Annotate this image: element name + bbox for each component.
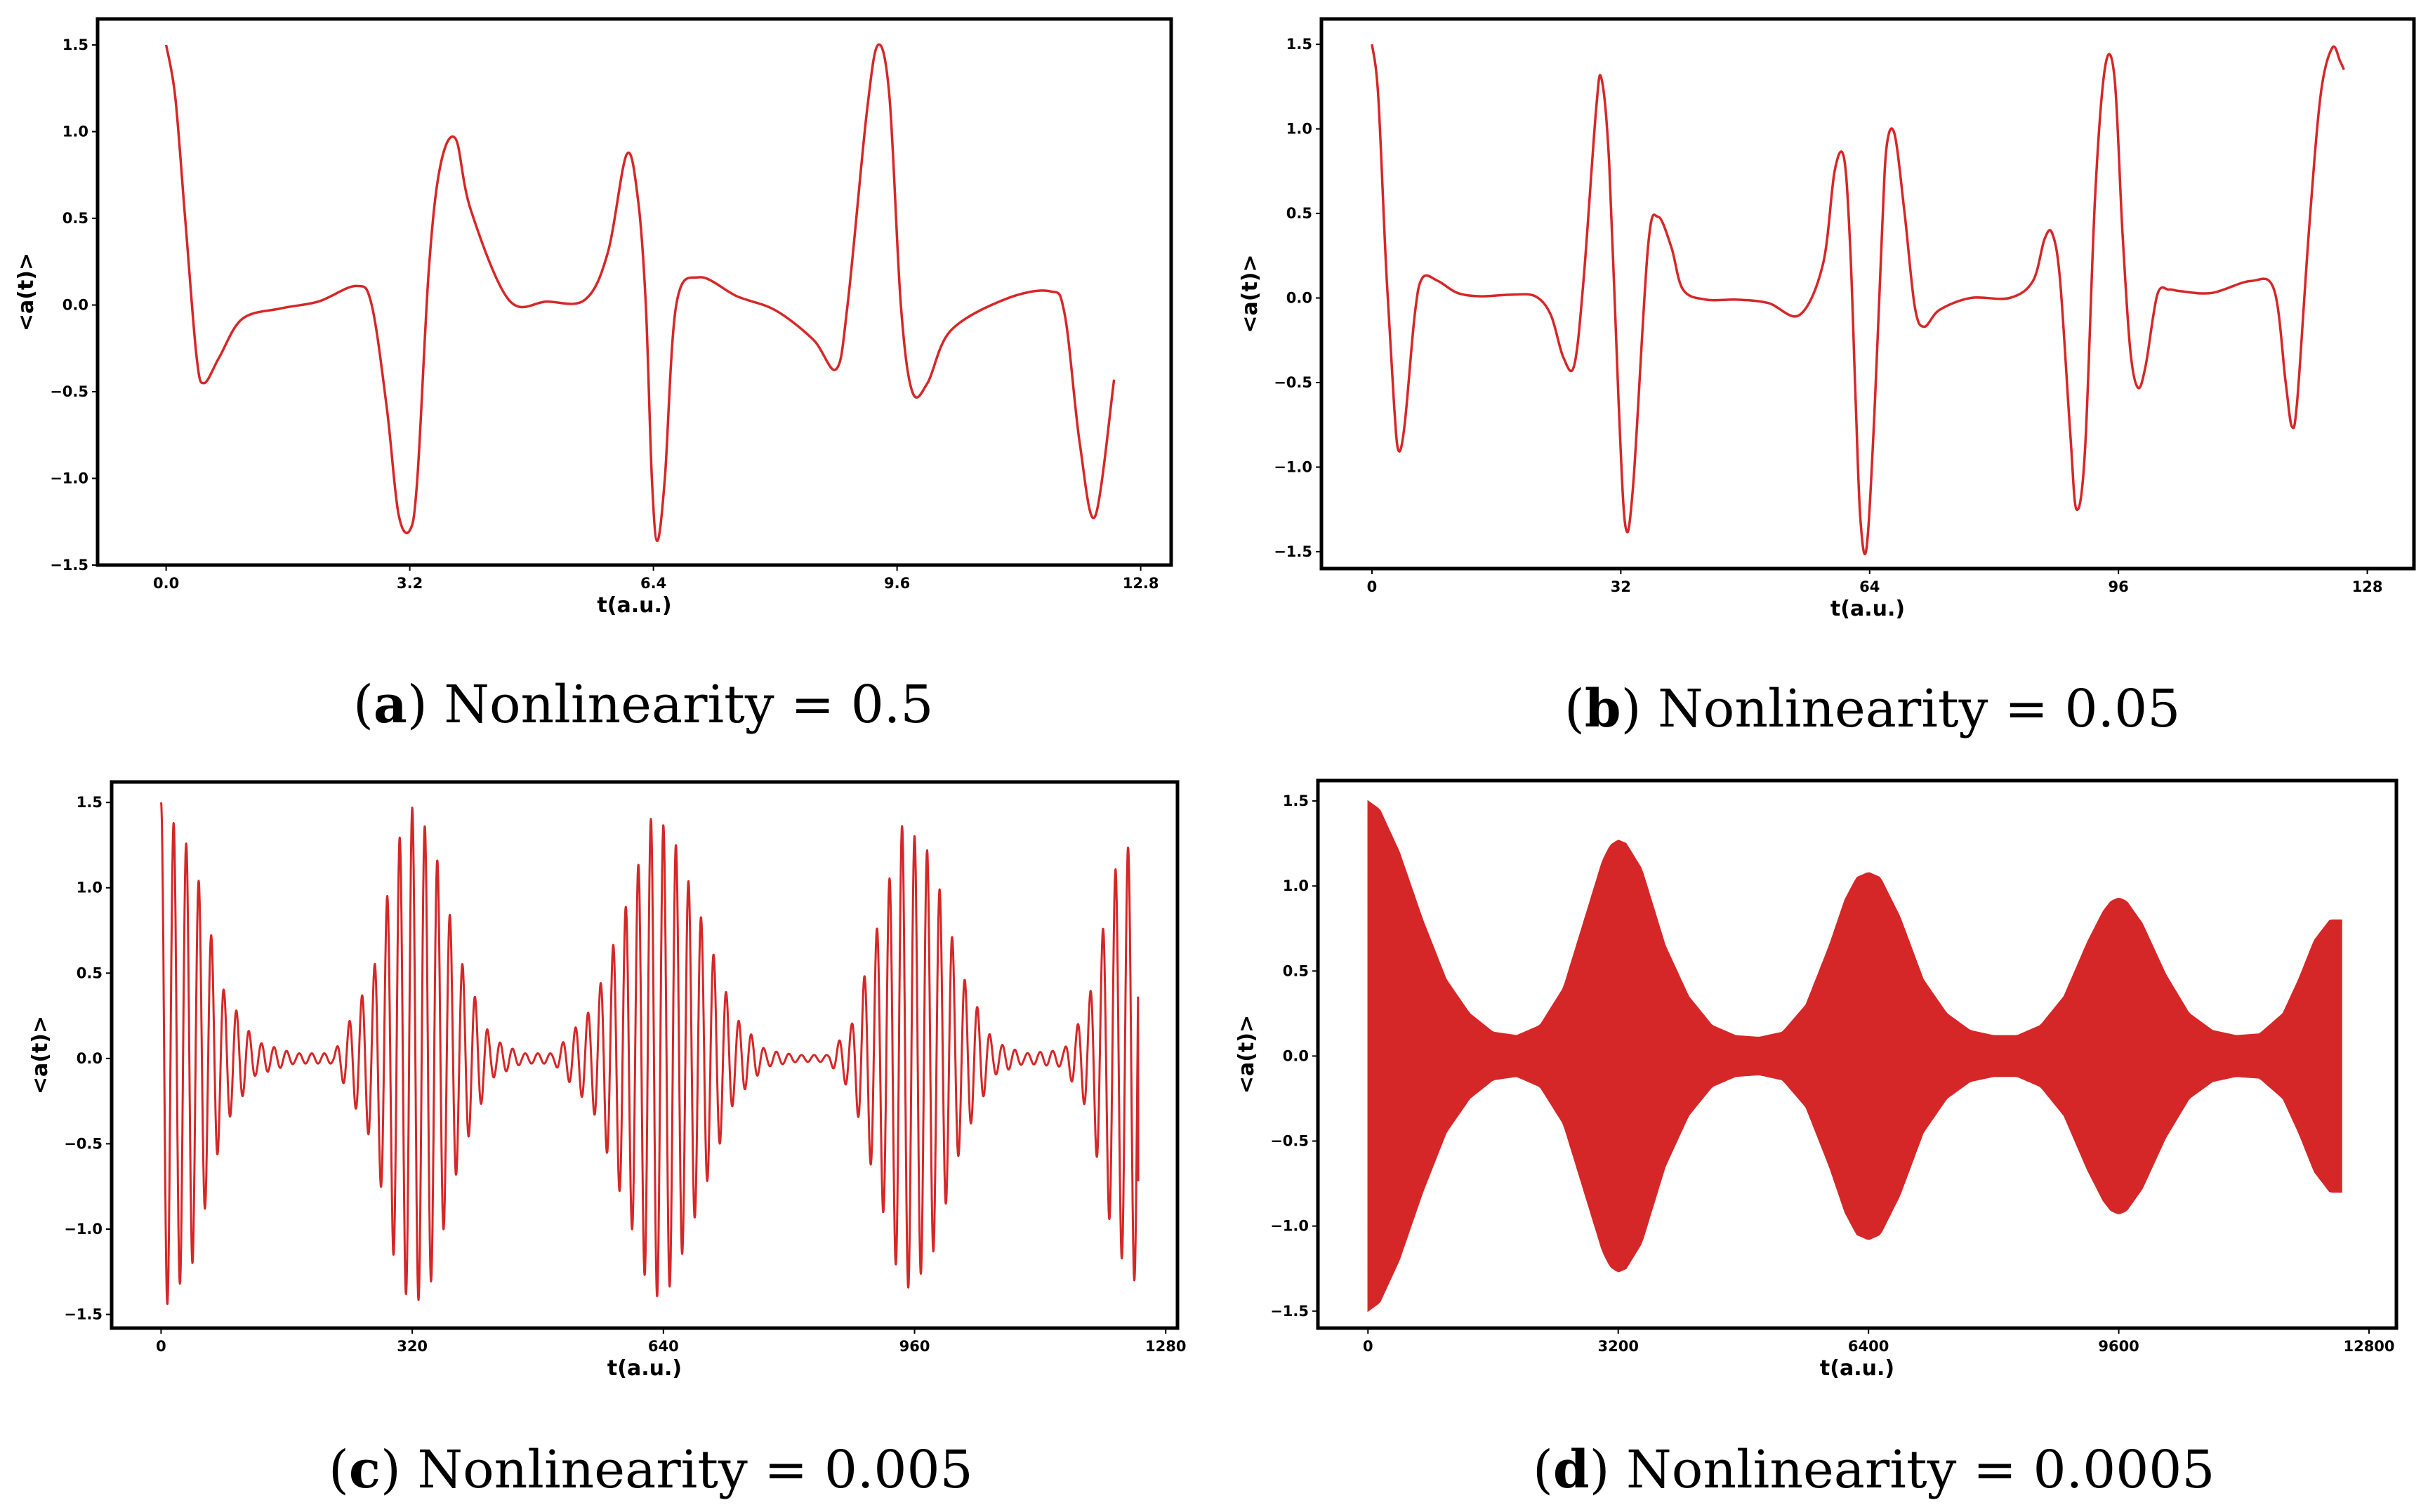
- y-tick-label: 1.0: [62, 124, 88, 140]
- y-tick-label: −1.5: [1270, 1303, 1309, 1320]
- x-axis-label: t(a.u.): [607, 1356, 682, 1381]
- y-tick-label: −1.0: [50, 470, 88, 487]
- y-tick-label: 0.0: [77, 1050, 103, 1067]
- x-tick-label: 0: [1367, 578, 1378, 595]
- x-tick-label: 960: [899, 1338, 930, 1355]
- series-b: [1371, 44, 2345, 555]
- y-tick-label: 1.0: [77, 880, 103, 896]
- caption-a: (a) Nonlinearity = 0.5: [353, 675, 934, 735]
- y-tick-label: 0.5: [1283, 962, 1309, 979]
- x-axis-label: t(a.u.): [597, 593, 671, 618]
- y-tick-label: −0.5: [50, 383, 88, 400]
- x-tick-label: 0: [156, 1338, 166, 1355]
- panel-a: −1.5 −1.0 −0.5 0.0 0.5 1.0 1.5 0.0 3.2 6.4 9.6 12.8…: [0, 0, 1208, 632]
- y-tick-label: 1.5: [1283, 793, 1309, 809]
- y-tick-label: 1.0: [1286, 121, 1312, 138]
- y-tick-label: 1.5: [1286, 36, 1312, 53]
- plot-frame: [1316, 778, 2399, 1330]
- x-tick-label: 640: [648, 1338, 679, 1355]
- x-tick-label: 3200: [1597, 1338, 1638, 1355]
- x-tick-label: 128: [2352, 578, 2383, 595]
- x-tick-label: 32: [1611, 578, 1631, 595]
- x-tick-label: 0.0: [153, 575, 179, 592]
- y-tick-label: −0.5: [64, 1135, 103, 1152]
- y-tick-label: 1.0: [1283, 877, 1309, 894]
- y-tick-label: −1.0: [64, 1221, 103, 1238]
- series-line: [1371, 44, 2345, 555]
- x-tick-label: 12.8: [1123, 575, 1159, 592]
- y-tick-label: 0.5: [1286, 205, 1312, 222]
- x-tick-label: 1280: [1145, 1338, 1186, 1355]
- chart-d: −1.5 −1.0 −0.5 0.0 0.5 1.0 1.5 0 3200 6400 9600 128…: [1234, 778, 2399, 1381]
- y-tick-label: −1.0: [1274, 458, 1312, 475]
- x-tick-label: 0: [1363, 1338, 1373, 1355]
- plot-frame: [110, 780, 1180, 1330]
- y-axis-label: <a(t)>: [28, 1016, 53, 1094]
- x-tick-label: 64: [1859, 578, 1880, 595]
- y-tick-label: 1.5: [62, 37, 88, 53]
- y-tick-label: 0.0: [1283, 1047, 1309, 1064]
- x-tick-label: 320: [397, 1338, 428, 1355]
- chart-a: −1.5 −1.0 −0.5 0.0 0.5 1.0 1.5 0.0 3.2 6.4 9.6 12.8…: [14, 17, 1173, 618]
- plot-frame: [95, 17, 1173, 567]
- panel-d: −1.5 −1.0 −0.5 0.0 0.5 1.0 1.5 0 3200 6400 9600 128…: [1222, 758, 2428, 1390]
- x-axis-label: t(a.u.): [1830, 597, 1905, 621]
- y-tick-label: 1.5: [77, 794, 103, 811]
- x-tick-label: 9600: [2098, 1338, 2139, 1355]
- series-d: [1367, 800, 2342, 1313]
- panel-b: −1.5 −1.0 −0.5 0.0 0.5 1.0 1.5 0 32 64 96 128 t(a.u.…: [1222, 0, 2428, 632]
- series-line: [164, 43, 1116, 543]
- caption-b: (b) Nonlinearity = 0.05: [1564, 679, 2181, 739]
- y-tick-label: 0.0: [62, 297, 88, 314]
- series-c: [159, 802, 1140, 1306]
- y-tick-label: 0.0: [1286, 290, 1312, 307]
- caption-d: (d) Nonlinearity = 0.0005: [1533, 1440, 2215, 1500]
- chart-c: −1.5 −1.0 −0.5 0.0 0.5 1.0 1.5 0 320 640 960 1280 t(…: [28, 780, 1186, 1381]
- y-tick-label: −1.5: [50, 557, 88, 573]
- y-tick-label: 0.5: [62, 210, 88, 227]
- panel-c: −1.5 −1.0 −0.5 0.0 0.5 1.0 1.5 0 320 640 960 1280 t(…: [0, 758, 1208, 1390]
- y-axis-label: <a(t)>: [14, 253, 39, 331]
- y-axis-label: <a(t)>: [1238, 254, 1262, 333]
- x-tick-label: 9.6: [884, 575, 910, 592]
- y-axis-label: <a(t)>: [1234, 1015, 1259, 1094]
- series-band: [1367, 800, 2342, 1313]
- y-tick-label: −0.5: [1270, 1133, 1309, 1150]
- plot-frame: [1319, 17, 2416, 571]
- caption-c: (c) Nonlinearity = 0.005: [329, 1440, 973, 1500]
- x-tick-label: 6.4: [640, 575, 666, 592]
- y-tick-label: −1.0: [1270, 1218, 1309, 1235]
- x-tick-label: 96: [2109, 578, 2129, 595]
- y-tick-label: 0.5: [77, 964, 103, 981]
- x-axis-label: t(a.u.): [1820, 1356, 1894, 1381]
- series-line: [159, 802, 1140, 1306]
- series-a: [164, 43, 1116, 543]
- x-tick-label: 3.2: [397, 575, 423, 592]
- x-tick-label: 12800: [2343, 1338, 2394, 1355]
- y-tick-label: −0.5: [1274, 374, 1312, 391]
- chart-b: −1.5 −1.0 −0.5 0.0 0.5 1.0 1.5 0 32 64 96 128 t(a.u.…: [1238, 17, 2416, 621]
- x-tick-label: 6400: [1848, 1338, 1889, 1355]
- y-tick-label: −1.5: [1274, 543, 1312, 560]
- y-tick-label: −1.5: [64, 1306, 103, 1323]
